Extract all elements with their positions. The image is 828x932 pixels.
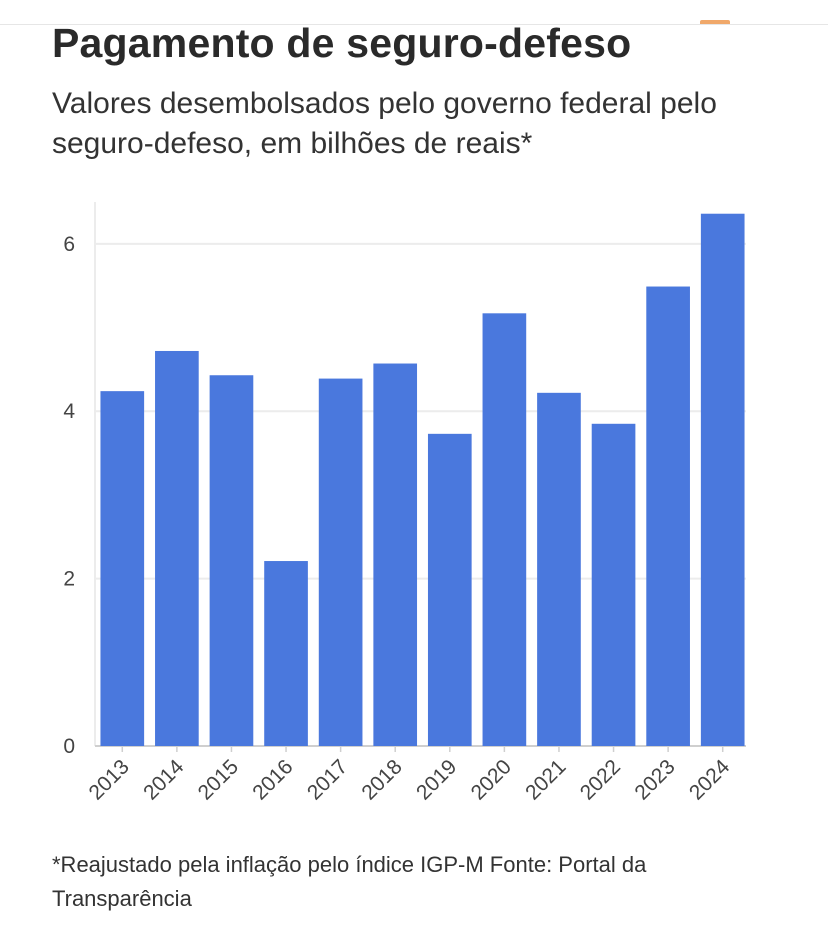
x-tick-label: 2013 (85, 755, 134, 804)
x-tick-label: 2017 (303, 755, 352, 804)
y-tick-label: 4 (63, 400, 75, 423)
x-tick-label: 2016 (248, 755, 297, 804)
x-tick-label: 2015 (194, 755, 243, 804)
bar (318, 378, 363, 746)
accent-mark (700, 20, 730, 24)
bar (155, 350, 199, 746)
bar (646, 286, 690, 746)
bar (427, 433, 472, 746)
chart-subtitle: Valores desembolsados pelo governo feder… (52, 87, 717, 160)
bar (100, 391, 145, 746)
y-tick-label: 2 (63, 568, 75, 591)
chart-title: Pagamento de seguro-defeso (52, 20, 632, 66)
bar (482, 313, 527, 746)
x-tick-label: 2018 (357, 755, 406, 804)
x-tick-label: 2021 (521, 755, 570, 804)
x-tick-label: 2024 (685, 755, 735, 805)
x-tick-label: 2020 (467, 755, 516, 804)
bar (537, 392, 581, 746)
bar (700, 213, 745, 746)
y-tick-label: 6 (63, 233, 75, 256)
bar-chart: 0 2 4 6 2013 2014 2015 2016 2017 2018 2019 2020 2021… (63, 202, 746, 805)
y-tick-label: 0 (63, 735, 75, 758)
x-tick-label: 2019 (412, 755, 461, 804)
x-tick-label: 2022 (576, 755, 625, 804)
footnote: *Reajustado pela inflação pelo índice IG… (52, 852, 647, 911)
bar (373, 363, 418, 746)
bar (264, 561, 308, 746)
x-tick-label: 2023 (630, 755, 679, 804)
top-divider (0, 20, 828, 25)
bar (209, 375, 254, 746)
x-tick-label: 2014 (139, 755, 189, 805)
bar (591, 423, 636, 746)
